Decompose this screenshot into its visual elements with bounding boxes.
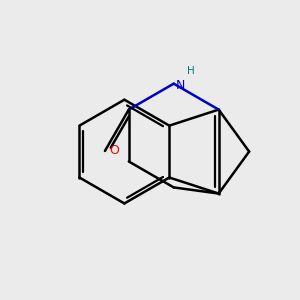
Text: N: N [176, 79, 185, 92]
Text: O: O [110, 144, 119, 158]
Text: H: H [187, 67, 195, 76]
